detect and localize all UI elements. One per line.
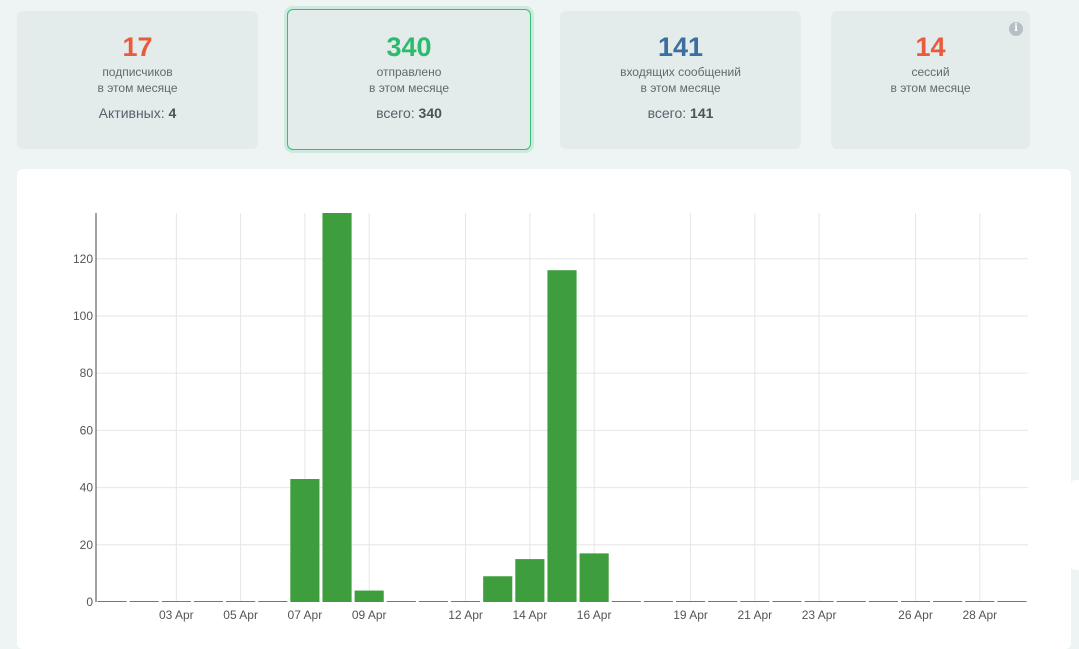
subscribers-active: Активных: 4 [17, 105, 258, 121]
bar [643, 601, 673, 602]
info-icon[interactable]: i [1009, 22, 1023, 36]
incoming-label: входящих сообщений в этом месяце [560, 64, 801, 96]
x-tick-label: 26 Apr [898, 608, 933, 622]
y-tick-label: 120 [73, 252, 93, 266]
x-tick-label: 09 Apr [352, 608, 387, 622]
subscribers-label-line2: в этом месяце [97, 81, 178, 95]
bar [868, 601, 898, 602]
sent-total-label: всего: [376, 105, 415, 121]
sent-label: отправлено в этом месяце [288, 64, 530, 96]
sent-count: 340 [386, 32, 432, 62]
bar [933, 601, 963, 602]
bar [900, 601, 931, 602]
sessions-label: сессий в этом месяце [831, 64, 1030, 96]
sessions-label-line2: в этом месяце [890, 81, 971, 95]
x-tick-label: 28 Apr [962, 608, 997, 622]
x-tick-label: 19 Apr [673, 608, 708, 622]
incoming-card[interactable]: 141 входящих сообщений в этом месяце все… [560, 11, 801, 149]
y-tick-label: 0 [86, 595, 93, 609]
sent-total-value: 340 [418, 105, 442, 121]
bar [483, 576, 513, 602]
bar [354, 590, 384, 602]
sent-card[interactable]: 340 отправлено в этом месяце всего: 340 [287, 9, 531, 150]
bar [740, 601, 770, 602]
bar [290, 479, 320, 602]
sessions-label-line1: сессий [911, 65, 950, 79]
bar [579, 553, 609, 602]
subscribers-label-line1: подписчиков [102, 65, 173, 79]
incoming-total: всего: 141 [560, 105, 801, 121]
stats-row: 17 подписчиков в этом месяце Активных: 4… [17, 9, 1030, 150]
x-tick-label: 05 Apr [223, 608, 258, 622]
x-tick-label: 16 Apr [577, 608, 612, 622]
bar [451, 601, 481, 602]
bar [193, 601, 224, 602]
active-label: Активных: [98, 105, 165, 121]
bar [515, 559, 545, 602]
bar [836, 601, 866, 602]
x-tick-label: 12 Apr [448, 608, 483, 622]
x-tick-label: 21 Apr [737, 608, 772, 622]
x-tick-label: 07 Apr [288, 608, 323, 622]
incoming-total-value: 141 [690, 105, 714, 121]
bar [161, 601, 191, 602]
y-tick-label: 40 [80, 481, 94, 495]
incoming-count: 141 [657, 32, 704, 62]
sent-label-line2: в этом месяце [368, 81, 450, 95]
subscribers-card[interactable]: 17 подписчиков в этом месяце Активных: 4 [17, 11, 258, 149]
active-count: 4 [168, 105, 177, 121]
bar [129, 601, 159, 602]
side-panel-edge [1071, 480, 1079, 570]
incoming-label-line2: в этом месяце [640, 81, 721, 95]
subscribers-label: подписчиков в этом месяце [17, 64, 258, 96]
bar [772, 601, 802, 602]
subscribers-count: 17 [122, 32, 153, 62]
y-tick-label: 80 [80, 366, 94, 380]
incoming-label-line1: входящих сообщений [620, 65, 741, 79]
bar [804, 601, 834, 602]
messages-bar-chart: 0 20 40 60 80 100 120 03 Apr 05 Apr 07 Apr 09 Apr 1… [73, 213, 1028, 622]
bar [997, 601, 1027, 602]
bar [226, 601, 256, 602]
bar [386, 601, 416, 602]
y-tick-label: 100 [73, 309, 93, 323]
sent-label-line1: отправлено [376, 65, 442, 79]
bar [965, 601, 995, 602]
incoming-total-label: всего: [647, 105, 687, 121]
bar [675, 601, 706, 602]
x-tick-label: 03 Apr [159, 608, 194, 622]
sessions-card[interactable]: i 14 сессий в этом месяце [831, 11, 1030, 149]
x-tick-label: 23 Apr [802, 608, 837, 622]
x-tick-label: 14 Apr [513, 608, 548, 622]
bar [418, 601, 449, 602]
bar [97, 601, 127, 602]
y-tick-label: 20 [80, 538, 94, 552]
bar [547, 270, 577, 602]
bar [708, 601, 738, 602]
bar [611, 601, 641, 602]
bar [322, 213, 352, 602]
sent-total: всего: 340 [288, 105, 530, 121]
chart-panel: 0 20 40 60 80 100 120 03 Apr 05 Apr 07 Apr 09 Apr 1… [17, 169, 1071, 649]
bar [258, 601, 288, 602]
y-tick-label: 60 [80, 423, 94, 437]
sessions-count: 14 [915, 32, 946, 62]
